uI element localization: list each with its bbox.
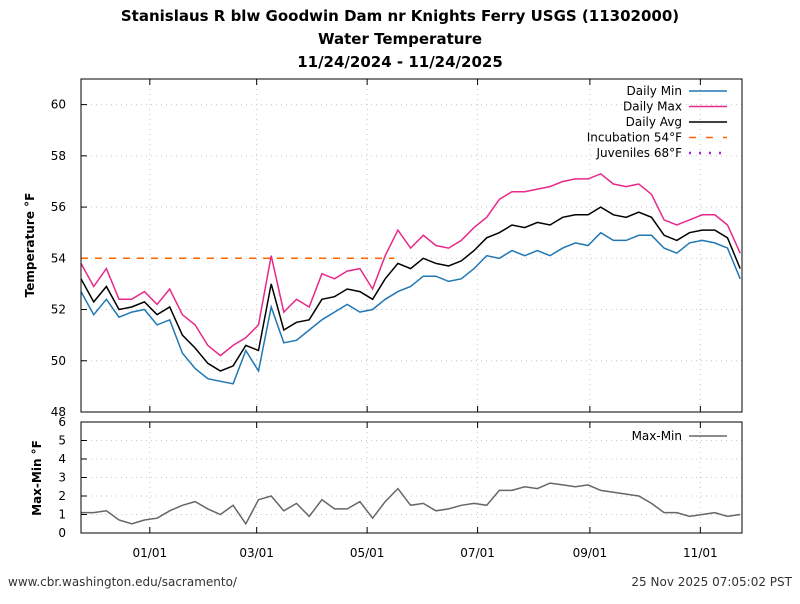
x-tick-label: 07/01 bbox=[460, 546, 495, 560]
generated-timestamp: 25 Nov 2025 07:05:02 PST bbox=[631, 575, 792, 589]
legend-label: Incubation 54°F bbox=[587, 131, 682, 145]
lower-y-tick-label: 1 bbox=[58, 508, 66, 522]
chart-title-line-3: 11/24/2024 - 11/24/2025 bbox=[297, 53, 503, 71]
lower-y-tick-label: 4 bbox=[58, 452, 66, 466]
lower-y-tick-label: 3 bbox=[58, 471, 66, 485]
source-url[interactable]: www.cbr.washington.edu/sacramento/ bbox=[8, 575, 238, 589]
lower-y-tick-label: 2 bbox=[58, 489, 66, 503]
chart-title-line-2: Water Temperature bbox=[318, 30, 482, 48]
x-tick-label: 03/01 bbox=[239, 546, 274, 560]
x-tick-label: 09/01 bbox=[573, 546, 608, 560]
upper-y-tick-label: 54 bbox=[51, 251, 66, 265]
series-daily-min-line bbox=[80, 231, 741, 385]
series-max-min-line bbox=[81, 482, 741, 526]
upper-y-tick-label: 56 bbox=[51, 200, 66, 214]
series-daily-avg-line bbox=[80, 206, 741, 372]
legend-label: Daily Max bbox=[623, 100, 682, 114]
upper-y-tick-label: 52 bbox=[51, 303, 66, 317]
upper-y-tick-label: 50 bbox=[51, 354, 66, 368]
lower-y-axis-label: Max-Min °F bbox=[30, 440, 44, 516]
legend-label: Daily Min bbox=[627, 84, 682, 98]
upper-plot-frame bbox=[80, 78, 743, 413]
lower-y-tick-label: 6 bbox=[58, 415, 66, 429]
x-tick-label: 11/01 bbox=[683, 546, 718, 560]
upper-y-axis-label: Temperature °F bbox=[23, 193, 37, 298]
legend-label: Daily Avg bbox=[626, 115, 682, 129]
upper-y-tick-label: 48 bbox=[51, 405, 66, 419]
chart-title-line-1: Stanislaus R blw Goodwin Dam nr Knights … bbox=[121, 7, 679, 25]
lower-y-tick-label: 0 bbox=[58, 526, 66, 540]
x-tick-label: 05/01 bbox=[350, 546, 385, 560]
lower-plot-frame bbox=[80, 421, 743, 534]
range-panel: 0 1 2 3 4 5 6 01/01 03/01 05/01 07/01 09/01 11/01 Max… bbox=[58, 415, 743, 560]
series-daily-max-line bbox=[80, 172, 741, 357]
upper-y-tick-label: 58 bbox=[51, 149, 66, 163]
legend-label: Juveniles 68°F bbox=[595, 146, 682, 160]
legend-label: Max-Min bbox=[632, 429, 682, 443]
upper-y-tick-label: 60 bbox=[51, 98, 66, 112]
x-tick-label: 01/01 bbox=[133, 546, 168, 560]
lower-y-tick-label: 5 bbox=[58, 434, 66, 448]
